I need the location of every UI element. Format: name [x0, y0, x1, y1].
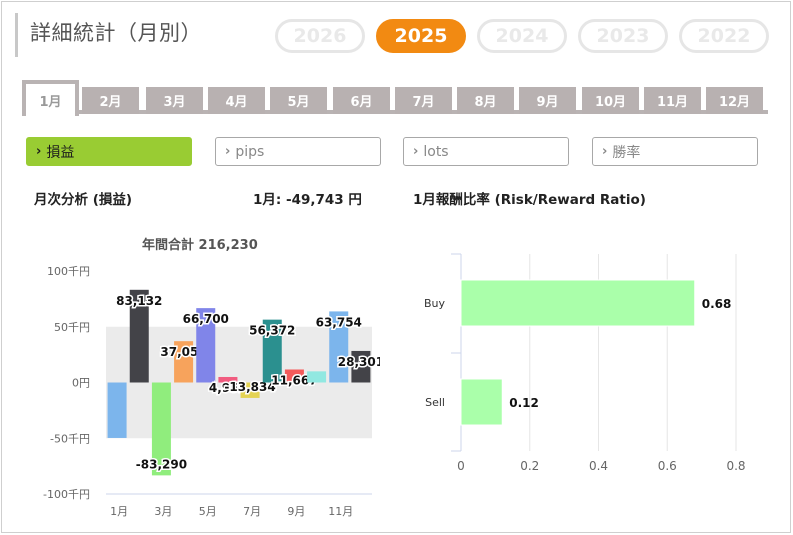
data-label: 56,372: [249, 324, 295, 338]
data-label: -83,290: [136, 457, 187, 471]
bar-5月: [196, 308, 216, 383]
month-tab-11[interactable]: 11月: [644, 87, 701, 114]
data-label: 28,301: [338, 355, 380, 369]
metric-tab-label: lots: [423, 143, 449, 160]
month-tab-4[interactable]: 4月: [208, 87, 265, 114]
data-label: 66,700: [183, 312, 229, 326]
bar-7月: [240, 382, 260, 398]
data-label: 0.68: [702, 297, 732, 311]
bar-1月: [107, 382, 127, 438]
y-tick-label: 0円: [72, 377, 90, 390]
right-chart-heading: 1月報酬比率 (Risk/Reward Ratio): [413, 192, 646, 208]
month-tab-9[interactable]: 9月: [519, 87, 576, 114]
month-value: 1月: -49,743 円: [253, 192, 362, 208]
month-tab-8[interactable]: 8月: [457, 87, 514, 114]
bar-4月: [174, 341, 194, 383]
metric-tab-label: 勝率: [612, 144, 641, 161]
title-block: 詳細統計（月別）: [15, 13, 202, 57]
x-tick-label: 0.6: [658, 459, 677, 473]
data-label: 11,667: [271, 373, 317, 387]
chevron-right-icon: ›: [225, 144, 231, 159]
x-tick-label: 3月: [154, 505, 172, 518]
x-tick-label: 0.8: [726, 459, 745, 473]
bar-2月: [129, 289, 149, 383]
bar-8月: [262, 319, 282, 383]
bar-10月: [307, 371, 327, 383]
month-tabs: 1月 2月 3月 4月 5月 6月 7月 8月 9月 10月 11月 12月: [22, 80, 768, 116]
left-chart-heading: 月次分析 (損益): [34, 192, 133, 208]
annual-total: 年間合計 216,230: [142, 238, 258, 253]
bar-12月: [351, 350, 371, 383]
month-tab-3[interactable]: 3月: [146, 87, 203, 114]
x-tick-label: 0.2: [520, 459, 539, 473]
year-selector: 2026 2025 2024 2023 2022: [275, 19, 780, 53]
x-tick-label: 7月: [243, 505, 261, 518]
x-tick-label: 1月: [110, 505, 128, 518]
x-tick-label: 0.4: [589, 459, 608, 473]
page-title: 詳細統計（月別）: [30, 21, 202, 45]
year-2022-button[interactable]: 2022: [679, 19, 769, 53]
chevron-right-icon: ›: [413, 144, 419, 159]
data-label: 37,054: [160, 345, 206, 359]
month-tab-1[interactable]: 1月: [22, 80, 79, 116]
bar-9月: [284, 369, 304, 383]
x-tick-label: 5月: [199, 505, 217, 518]
bar-3月: [151, 382, 171, 476]
chevron-right-icon: ›: [602, 144, 608, 159]
year-2024-button[interactable]: 2024: [477, 19, 567, 53]
data-label: 63,754: [316, 315, 362, 329]
y-tick-label: -100千円: [43, 488, 90, 501]
y-tick-label: -50千円: [50, 432, 90, 445]
data-label: 0.12: [509, 396, 539, 410]
year-2023-button[interactable]: 2023: [578, 19, 668, 53]
bar-buy: [460, 279, 696, 327]
metric-tab-pips[interactable]: › pips: [215, 137, 381, 166]
year-2026-button[interactable]: 2026: [275, 19, 365, 53]
bar-11月: [329, 311, 349, 383]
y-tick-label: 50千円: [54, 321, 90, 334]
month-tab-10[interactable]: 10月: [582, 87, 639, 114]
month-tab-5[interactable]: 5月: [270, 87, 327, 114]
data-label: -13,834: [224, 380, 275, 394]
data-label: 83,132: [116, 294, 162, 308]
metric-tab-lots[interactable]: › lots: [403, 137, 569, 166]
risk-reward-chart: 0 0.2 0.4 0.6 0.8 Buy 0.68 Sell 0.12: [424, 253, 746, 473]
category-label: Sell: [425, 396, 445, 409]
category-label: Buy: [424, 297, 446, 310]
chevron-right-icon: ›: [36, 144, 42, 159]
x-tick-label: 11月: [328, 505, 353, 518]
y-tick-label: 100千円: [47, 265, 90, 278]
bar-sell: [460, 378, 503, 426]
metric-tab-winrate[interactable]: › 勝率: [592, 137, 758, 166]
month-tab-12[interactable]: 12月: [706, 87, 763, 114]
month-tab-7[interactable]: 7月: [395, 87, 452, 114]
metric-tab-label: pips: [235, 143, 265, 160]
metric-tab-profit[interactable]: › 損益: [26, 137, 192, 166]
month-tab-2[interactable]: 2月: [82, 87, 139, 114]
x-tick-label: 9月: [287, 505, 305, 518]
year-2025-button[interactable]: 2025: [376, 19, 466, 53]
x-tick-label: 0: [457, 459, 465, 473]
bar-6月: [218, 376, 238, 383]
metric-tab-label: 損益: [46, 144, 75, 161]
month-tab-6[interactable]: 6月: [333, 87, 390, 114]
shaded-band: [106, 326, 372, 439]
monthly-pl-chart: 100千円 50千円 0円 -50千円 -100千円 83,132 -83,290 37,05…: [43, 265, 380, 518]
data-label: 4,952: [209, 381, 247, 395]
